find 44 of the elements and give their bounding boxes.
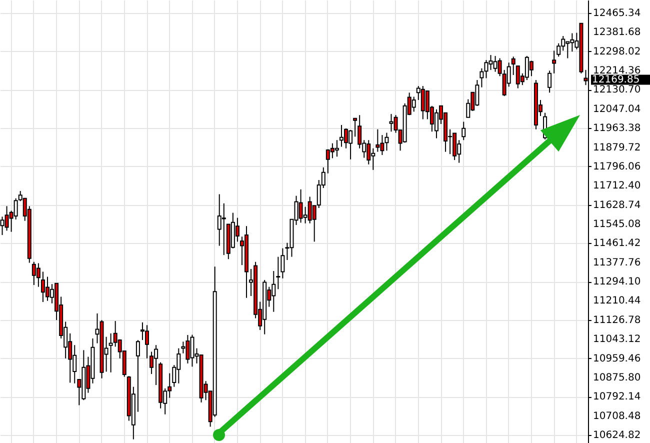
candlestick — [222, 202, 226, 256]
candlestick — [548, 70, 552, 94]
y-tick-label: 12047.04 — [593, 104, 641, 115]
y-tick-label: 11377.76 — [593, 257, 641, 268]
y-tick-label: 11628.74 — [593, 200, 641, 211]
candlestick — [480, 68, 484, 88]
y-tick-label: 12298.02 — [593, 46, 641, 58]
y-tick-label: 10624.82 — [593, 430, 641, 442]
text: 12169.85 — [592, 74, 640, 86]
candlestick — [353, 118, 358, 138]
candlestick — [276, 256, 280, 290]
candlestick — [552, 50, 556, 74]
y-tick-label: 11294.10 — [593, 276, 641, 288]
candlestick — [150, 351, 154, 374]
y-tick-label: 11043.12 — [593, 334, 641, 346]
y-tick-label: 10792.14 — [593, 392, 641, 403]
y-tick-label: 12381.68 — [593, 27, 641, 38]
candlestick — [358, 114, 362, 149]
candlestick — [376, 128, 380, 152]
y-tick-label: 10708.48 — [593, 410, 641, 422]
candlestick — [280, 248, 285, 279]
candlestick — [36, 262, 40, 288]
candlestick — [462, 121, 466, 141]
candlestick — [529, 60, 534, 77]
y-tick-label: 12465.34 — [593, 8, 641, 19]
y-tick-label: 11712.40 — [593, 180, 641, 192]
candlestick — [14, 198, 18, 220]
y-tick-label: 10959.46 — [593, 353, 641, 364]
y-tick-label: 11879.72 — [593, 142, 641, 154]
y-tick-label: 11963.38 — [593, 123, 641, 134]
y-tick-label: 11461.42 — [593, 238, 641, 250]
candlestick — [412, 96, 416, 112]
candlestick — [511, 56, 516, 76]
y-tick-label: 11545.08 — [593, 219, 641, 230]
y-tick-label: 11210.44 — [593, 296, 641, 307]
candlestick — [556, 42, 561, 58]
candlestick — [108, 332, 113, 373]
y-tick-label: 11796.06 — [593, 161, 641, 172]
y-tick-label: 12130.70 — [593, 84, 641, 96]
candlestick — [136, 340, 140, 412]
y-tick-label: 11126.78 — [593, 314, 641, 326]
y-tick-label: 10875.80 — [593, 372, 641, 384]
candlestick — [334, 140, 339, 158]
candlestick — [384, 132, 389, 152]
